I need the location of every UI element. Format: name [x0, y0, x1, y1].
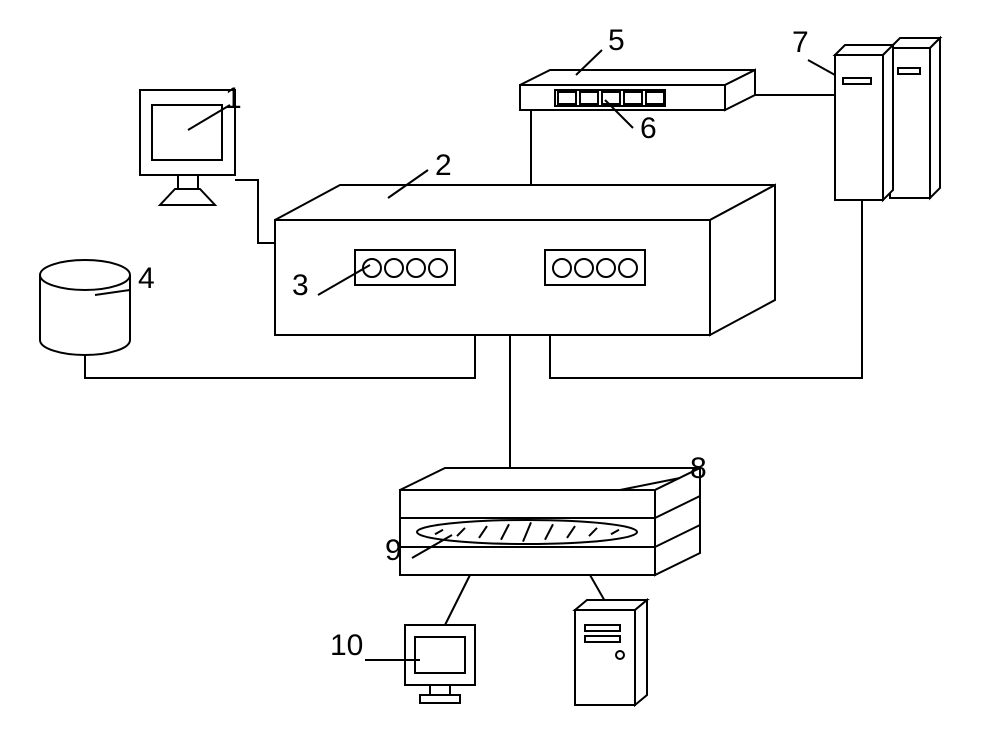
main-hub-2: [275, 185, 775, 335]
server-towers-7: [835, 38, 940, 200]
wire-cylinder4-to-box2-bottom: [85, 335, 475, 378]
computer-monitor-1: [140, 90, 235, 205]
wire-monitor1-to-box2: [235, 180, 275, 243]
label-n3: 3: [292, 269, 309, 302]
label-n1: 1: [225, 82, 242, 115]
leader-n7: [808, 60, 835, 75]
label-n8: 8: [690, 452, 707, 485]
label-n6: 6: [640, 112, 657, 145]
label-n10: 10: [330, 629, 363, 662]
client-computer-10: [405, 600, 647, 705]
label-n5: 5: [608, 24, 625, 57]
label-n4: 4: [138, 262, 155, 295]
wire-stack8-to-monitor10: [445, 575, 470, 625]
router-5: [520, 70, 755, 110]
label-n2: 2: [435, 149, 452, 182]
switch-stack-8: [400, 468, 700, 575]
database-cylinder-4: [40, 260, 130, 355]
network-diagram: 1 2 3 4 5 6 7 8 9 10: [0, 0, 1000, 747]
label-n9: 9: [385, 534, 402, 567]
label-n7: 7: [792, 26, 809, 59]
